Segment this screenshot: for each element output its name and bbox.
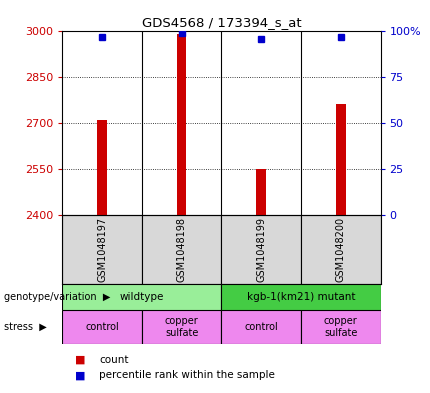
- Bar: [301, 310, 381, 344]
- Bar: [177, 35, 187, 215]
- Text: control: control: [85, 322, 119, 332]
- Text: stress  ▶: stress ▶: [4, 322, 47, 332]
- Text: copper
sulfate: copper sulfate: [165, 316, 199, 338]
- Bar: [142, 310, 221, 344]
- Bar: [336, 104, 346, 215]
- Bar: [221, 310, 301, 344]
- Text: ■: ■: [75, 354, 86, 365]
- Bar: [62, 215, 142, 284]
- Bar: [301, 215, 381, 284]
- Text: GSM1048200: GSM1048200: [336, 217, 346, 282]
- Bar: [142, 215, 221, 284]
- Text: count: count: [99, 354, 129, 365]
- Bar: [62, 310, 142, 344]
- Text: GSM1048199: GSM1048199: [256, 217, 266, 282]
- Text: control: control: [244, 322, 278, 332]
- Text: copper
sulfate: copper sulfate: [324, 316, 358, 338]
- Title: GDS4568 / 173394_s_at: GDS4568 / 173394_s_at: [141, 16, 301, 29]
- Text: GSM1048198: GSM1048198: [177, 217, 187, 282]
- Text: genotype/variation  ▶: genotype/variation ▶: [4, 292, 111, 302]
- Bar: [256, 169, 266, 215]
- Bar: [97, 119, 107, 215]
- Text: kgb-1(km21) mutant: kgb-1(km21) mutant: [247, 292, 355, 302]
- Text: GSM1048197: GSM1048197: [97, 217, 107, 282]
- Bar: [62, 284, 221, 310]
- Bar: [221, 215, 301, 284]
- Text: wildtype: wildtype: [120, 292, 164, 302]
- Bar: [221, 284, 381, 310]
- Text: ■: ■: [75, 370, 86, 380]
- Text: percentile rank within the sample: percentile rank within the sample: [99, 370, 275, 380]
